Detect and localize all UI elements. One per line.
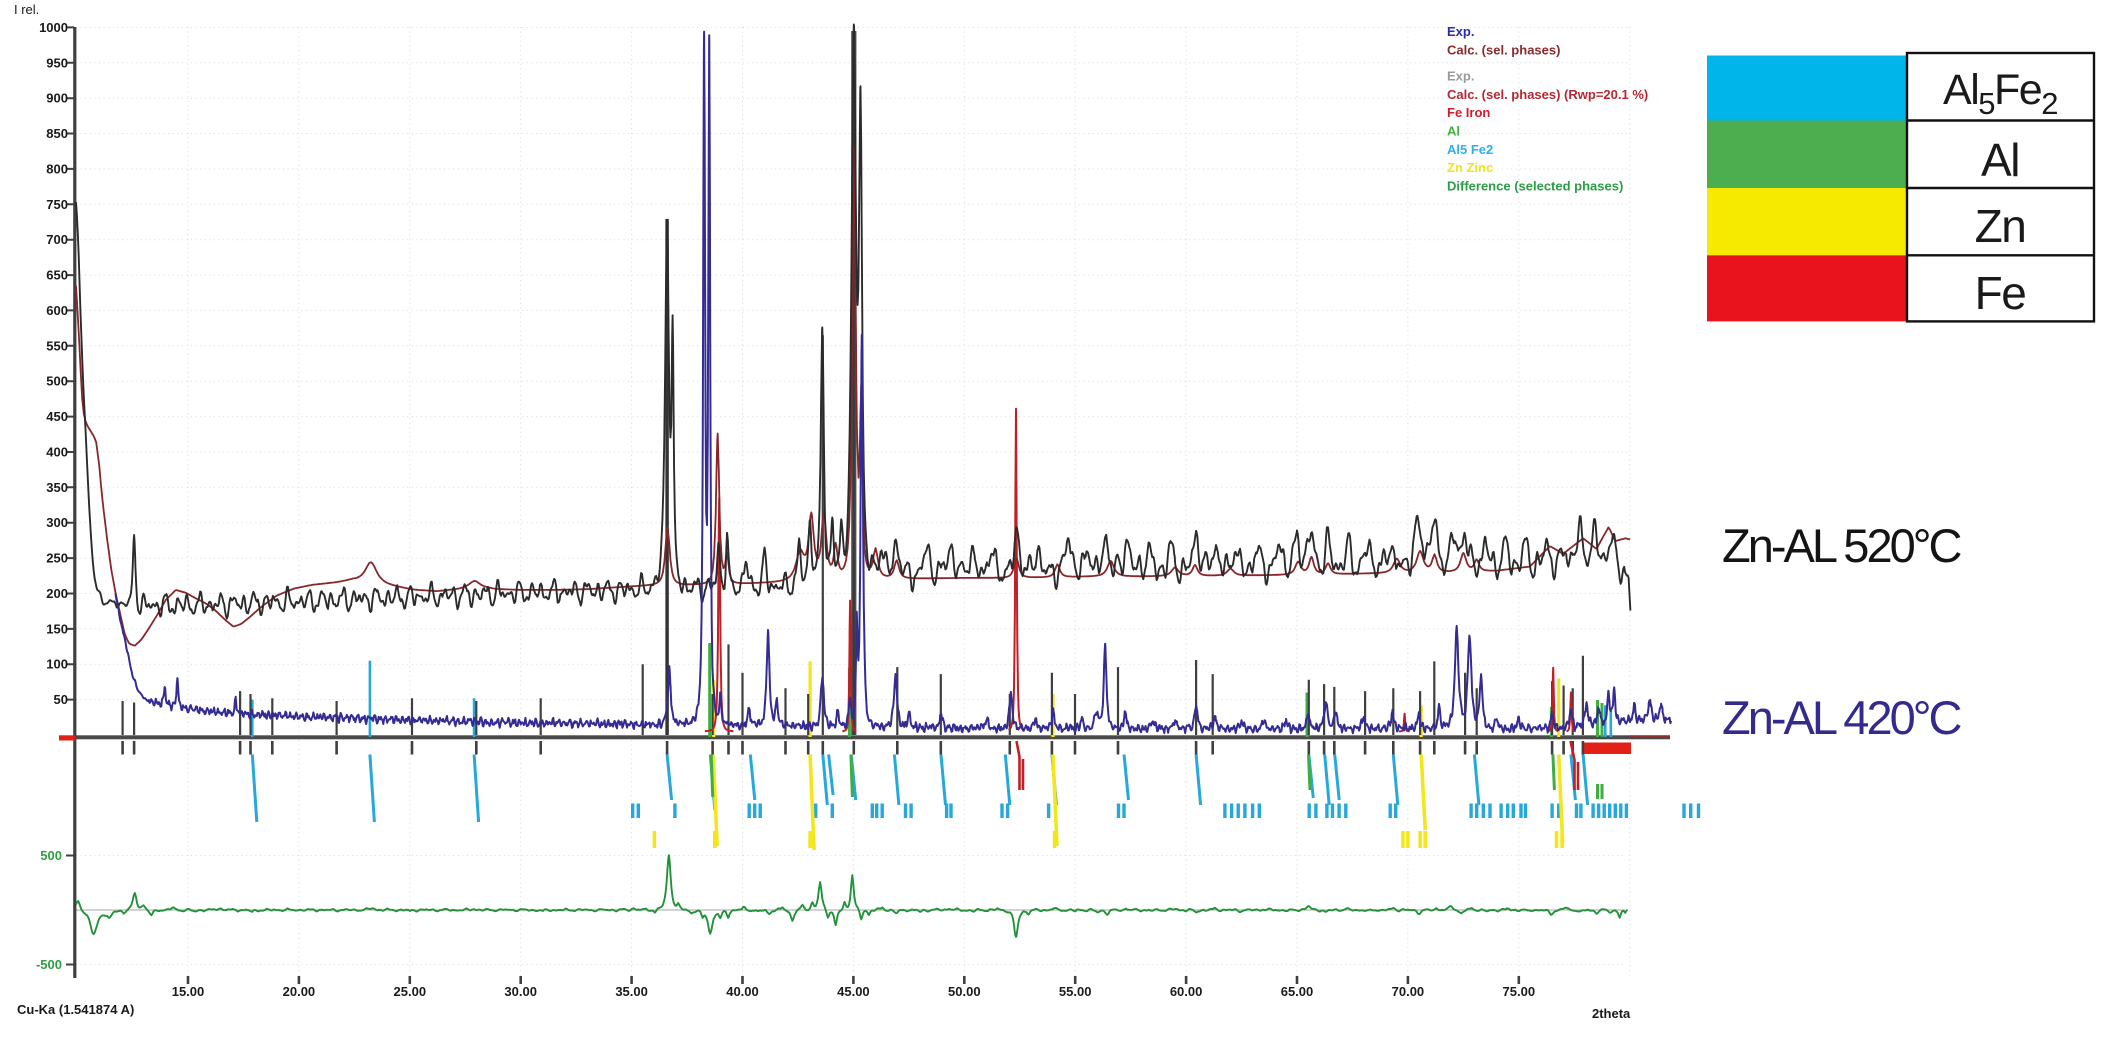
svg-text:450: 450: [46, 409, 68, 424]
svg-text:Fe: Fe: [1975, 267, 2026, 319]
svg-text:700: 700: [46, 232, 68, 247]
svg-text:Exp.: Exp.: [1447, 69, 1474, 84]
svg-text:Zn-AL 420°C: Zn-AL 420°C: [1722, 691, 1962, 744]
svg-text:15.00: 15.00: [172, 984, 205, 999]
svg-text:850: 850: [46, 126, 68, 141]
svg-text:100: 100: [46, 657, 68, 672]
svg-text:2theta: 2theta: [1592, 1006, 1631, 1021]
svg-text:Calc. (sel. phases) (Rwp=20.1: Calc. (sel. phases) (Rwp=20.1 %): [1447, 87, 1648, 102]
svg-text:70.00: 70.00: [1392, 984, 1425, 999]
svg-text:800: 800: [46, 161, 68, 176]
svg-text:Al5Fe2: Al5Fe2: [1943, 66, 2057, 121]
svg-text:50: 50: [54, 692, 68, 707]
svg-text:400: 400: [46, 444, 68, 459]
svg-text:55.00: 55.00: [1059, 984, 1092, 999]
svg-text:Zn-AL 520°C: Zn-AL 520°C: [1722, 519, 1962, 572]
svg-text:200: 200: [46, 586, 68, 601]
svg-text:Al: Al: [1447, 124, 1460, 139]
svg-text:-500: -500: [36, 957, 62, 972]
svg-text:550: 550: [46, 338, 68, 353]
svg-text:20.00: 20.00: [283, 984, 316, 999]
svg-text:500: 500: [40, 848, 62, 863]
svg-text:250: 250: [46, 551, 68, 566]
svg-text:60.00: 60.00: [1170, 984, 1203, 999]
svg-text:40.00: 40.00: [726, 984, 759, 999]
svg-text:1000: 1000: [39, 20, 68, 35]
svg-text:500: 500: [46, 374, 68, 389]
svg-text:150: 150: [46, 621, 68, 636]
svg-text:600: 600: [46, 303, 68, 318]
svg-text:750: 750: [46, 197, 68, 212]
svg-text:Zn: Zn: [1975, 200, 2026, 252]
svg-text:Cu-Ka (1.541874 A): Cu-Ka (1.541874 A): [17, 1002, 134, 1017]
svg-text:Al5 Fe2: Al5 Fe2: [1447, 142, 1493, 157]
svg-text:900: 900: [46, 91, 68, 106]
svg-text:75.00: 75.00: [1503, 984, 1536, 999]
svg-text:650: 650: [46, 268, 68, 283]
svg-text:300: 300: [46, 515, 68, 530]
svg-text:Zn Zinc: Zn Zinc: [1447, 160, 1493, 175]
svg-text:35.00: 35.00: [615, 984, 648, 999]
svg-text:350: 350: [46, 480, 68, 495]
svg-text:25.00: 25.00: [394, 984, 427, 999]
svg-text:Al: Al: [1981, 134, 2019, 186]
svg-text:950: 950: [46, 55, 68, 70]
svg-text:45.00: 45.00: [837, 984, 870, 999]
svg-text:Difference (selected phases): Difference (selected phases): [1447, 178, 1623, 193]
svg-text:Exp.: Exp.: [1447, 24, 1474, 39]
svg-text:30.00: 30.00: [504, 984, 537, 999]
svg-text:I rel.: I rel.: [14, 2, 39, 17]
svg-text:50.00: 50.00: [948, 984, 981, 999]
svg-text:65.00: 65.00: [1281, 984, 1314, 999]
svg-text:Calc. (sel. phases): Calc. (sel. phases): [1447, 42, 1560, 57]
svg-text:Fe Iron: Fe Iron: [1447, 105, 1490, 120]
